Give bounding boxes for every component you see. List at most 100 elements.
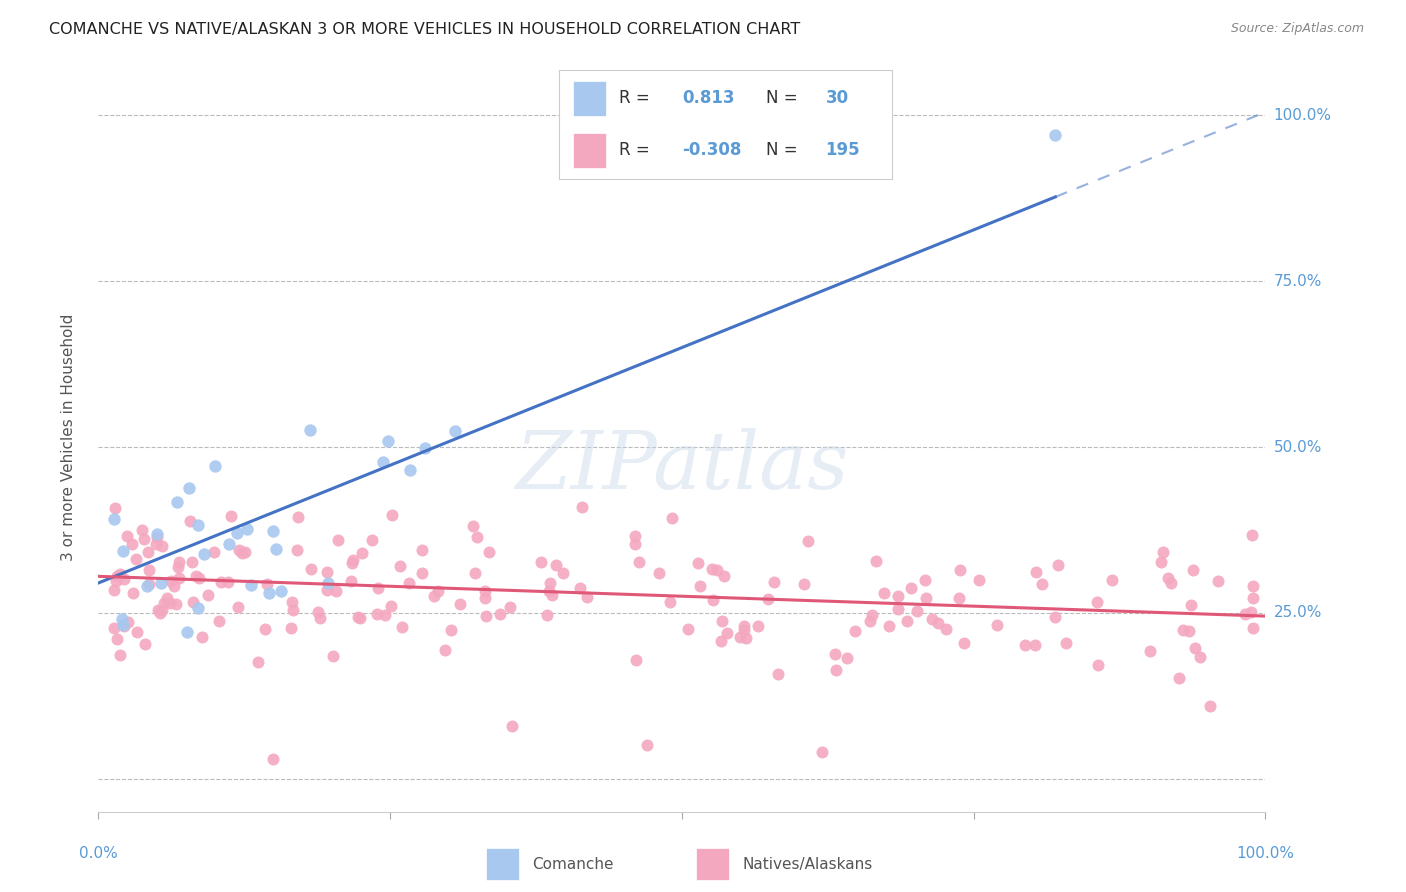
- Point: [309, 610, 332, 624]
- Text: 0.0%: 0.0%: [79, 847, 118, 862]
- Text: 100.0%: 100.0%: [1274, 108, 1331, 123]
- Point: [914, 591, 936, 605]
- Point: [474, 591, 496, 606]
- Point: [298, 423, 321, 437]
- Point: [1085, 594, 1108, 608]
- Text: COMANCHE VS NATIVE/ALASKAN 3 OR MORE VEHICLES IN HOUSEHOLD CORRELATION CHART: COMANCHE VS NATIVE/ALASKAN 3 OR MORE VEH…: [49, 22, 800, 37]
- Point: [1234, 607, 1257, 621]
- Point: [676, 622, 699, 636]
- Point: [132, 532, 155, 546]
- Point: [877, 618, 900, 632]
- Point: [114, 572, 136, 586]
- Point: [825, 664, 848, 678]
- Point: [322, 649, 344, 664]
- Point: [239, 577, 262, 591]
- Point: [713, 568, 735, 582]
- Point: [165, 597, 187, 611]
- Point: [706, 563, 728, 577]
- Point: [886, 602, 908, 616]
- Point: [316, 582, 339, 597]
- Point: [371, 455, 394, 469]
- Point: [111, 544, 134, 558]
- Point: [112, 618, 135, 632]
- Point: [181, 594, 204, 608]
- Point: [422, 590, 444, 604]
- Point: [225, 526, 247, 541]
- Point: [538, 575, 561, 590]
- Point: [233, 544, 256, 558]
- Point: [1240, 605, 1263, 619]
- Point: [489, 607, 512, 622]
- Point: [569, 581, 592, 595]
- Point: [253, 622, 276, 636]
- Point: [204, 459, 226, 474]
- Point: [628, 555, 651, 569]
- Point: [411, 566, 433, 580]
- Point: [145, 537, 167, 551]
- Point: [136, 579, 159, 593]
- Point: [1206, 574, 1229, 588]
- Point: [299, 561, 322, 575]
- Point: [103, 512, 125, 526]
- Point: [688, 556, 710, 570]
- Point: [716, 626, 738, 640]
- Point: [389, 559, 412, 574]
- Point: [146, 603, 169, 617]
- Point: [1024, 639, 1046, 653]
- Point: [346, 610, 368, 624]
- Point: [440, 624, 463, 638]
- Point: [1087, 658, 1109, 673]
- Point: [824, 647, 846, 661]
- Point: [1054, 636, 1077, 650]
- Point: [125, 552, 148, 566]
- Point: [1043, 610, 1066, 624]
- Point: [342, 552, 364, 566]
- Point: [900, 581, 922, 595]
- Point: [658, 594, 681, 608]
- Point: [117, 615, 139, 630]
- Point: [262, 524, 284, 538]
- Point: [188, 571, 211, 585]
- Point: [281, 595, 304, 609]
- Point: [541, 588, 564, 602]
- Point: [949, 563, 972, 577]
- Point: [340, 574, 363, 588]
- Point: [636, 739, 658, 753]
- Point: [184, 569, 207, 583]
- Point: [413, 442, 436, 456]
- Point: [427, 583, 450, 598]
- Point: [733, 619, 755, 633]
- Point: [259, 586, 281, 600]
- Point: [202, 545, 225, 559]
- Point: [551, 566, 574, 580]
- Point: [262, 752, 284, 766]
- Point: [766, 666, 789, 681]
- Point: [1150, 555, 1173, 569]
- Point: [747, 618, 769, 632]
- Point: [181, 555, 204, 569]
- Point: [793, 576, 815, 591]
- Point: [367, 582, 389, 596]
- Point: [166, 495, 188, 509]
- Point: [340, 556, 363, 570]
- Text: 25.0%: 25.0%: [1274, 606, 1322, 620]
- Point: [159, 595, 181, 609]
- Point: [377, 434, 399, 449]
- Point: [1157, 572, 1180, 586]
- Point: [756, 592, 779, 607]
- Point: [231, 546, 253, 560]
- Point: [411, 542, 433, 557]
- Point: [927, 615, 949, 630]
- Point: [835, 651, 858, 665]
- Point: [127, 624, 149, 639]
- Point: [797, 534, 820, 549]
- Point: [209, 574, 232, 589]
- Point: [1188, 650, 1211, 665]
- Y-axis label: 3 or more Vehicles in Household: 3 or more Vehicles in Household: [60, 313, 76, 561]
- Point: [226, 599, 249, 614]
- Point: [571, 500, 593, 514]
- Point: [626, 653, 648, 667]
- Point: [689, 579, 711, 593]
- Point: [208, 614, 231, 628]
- Point: [986, 617, 1008, 632]
